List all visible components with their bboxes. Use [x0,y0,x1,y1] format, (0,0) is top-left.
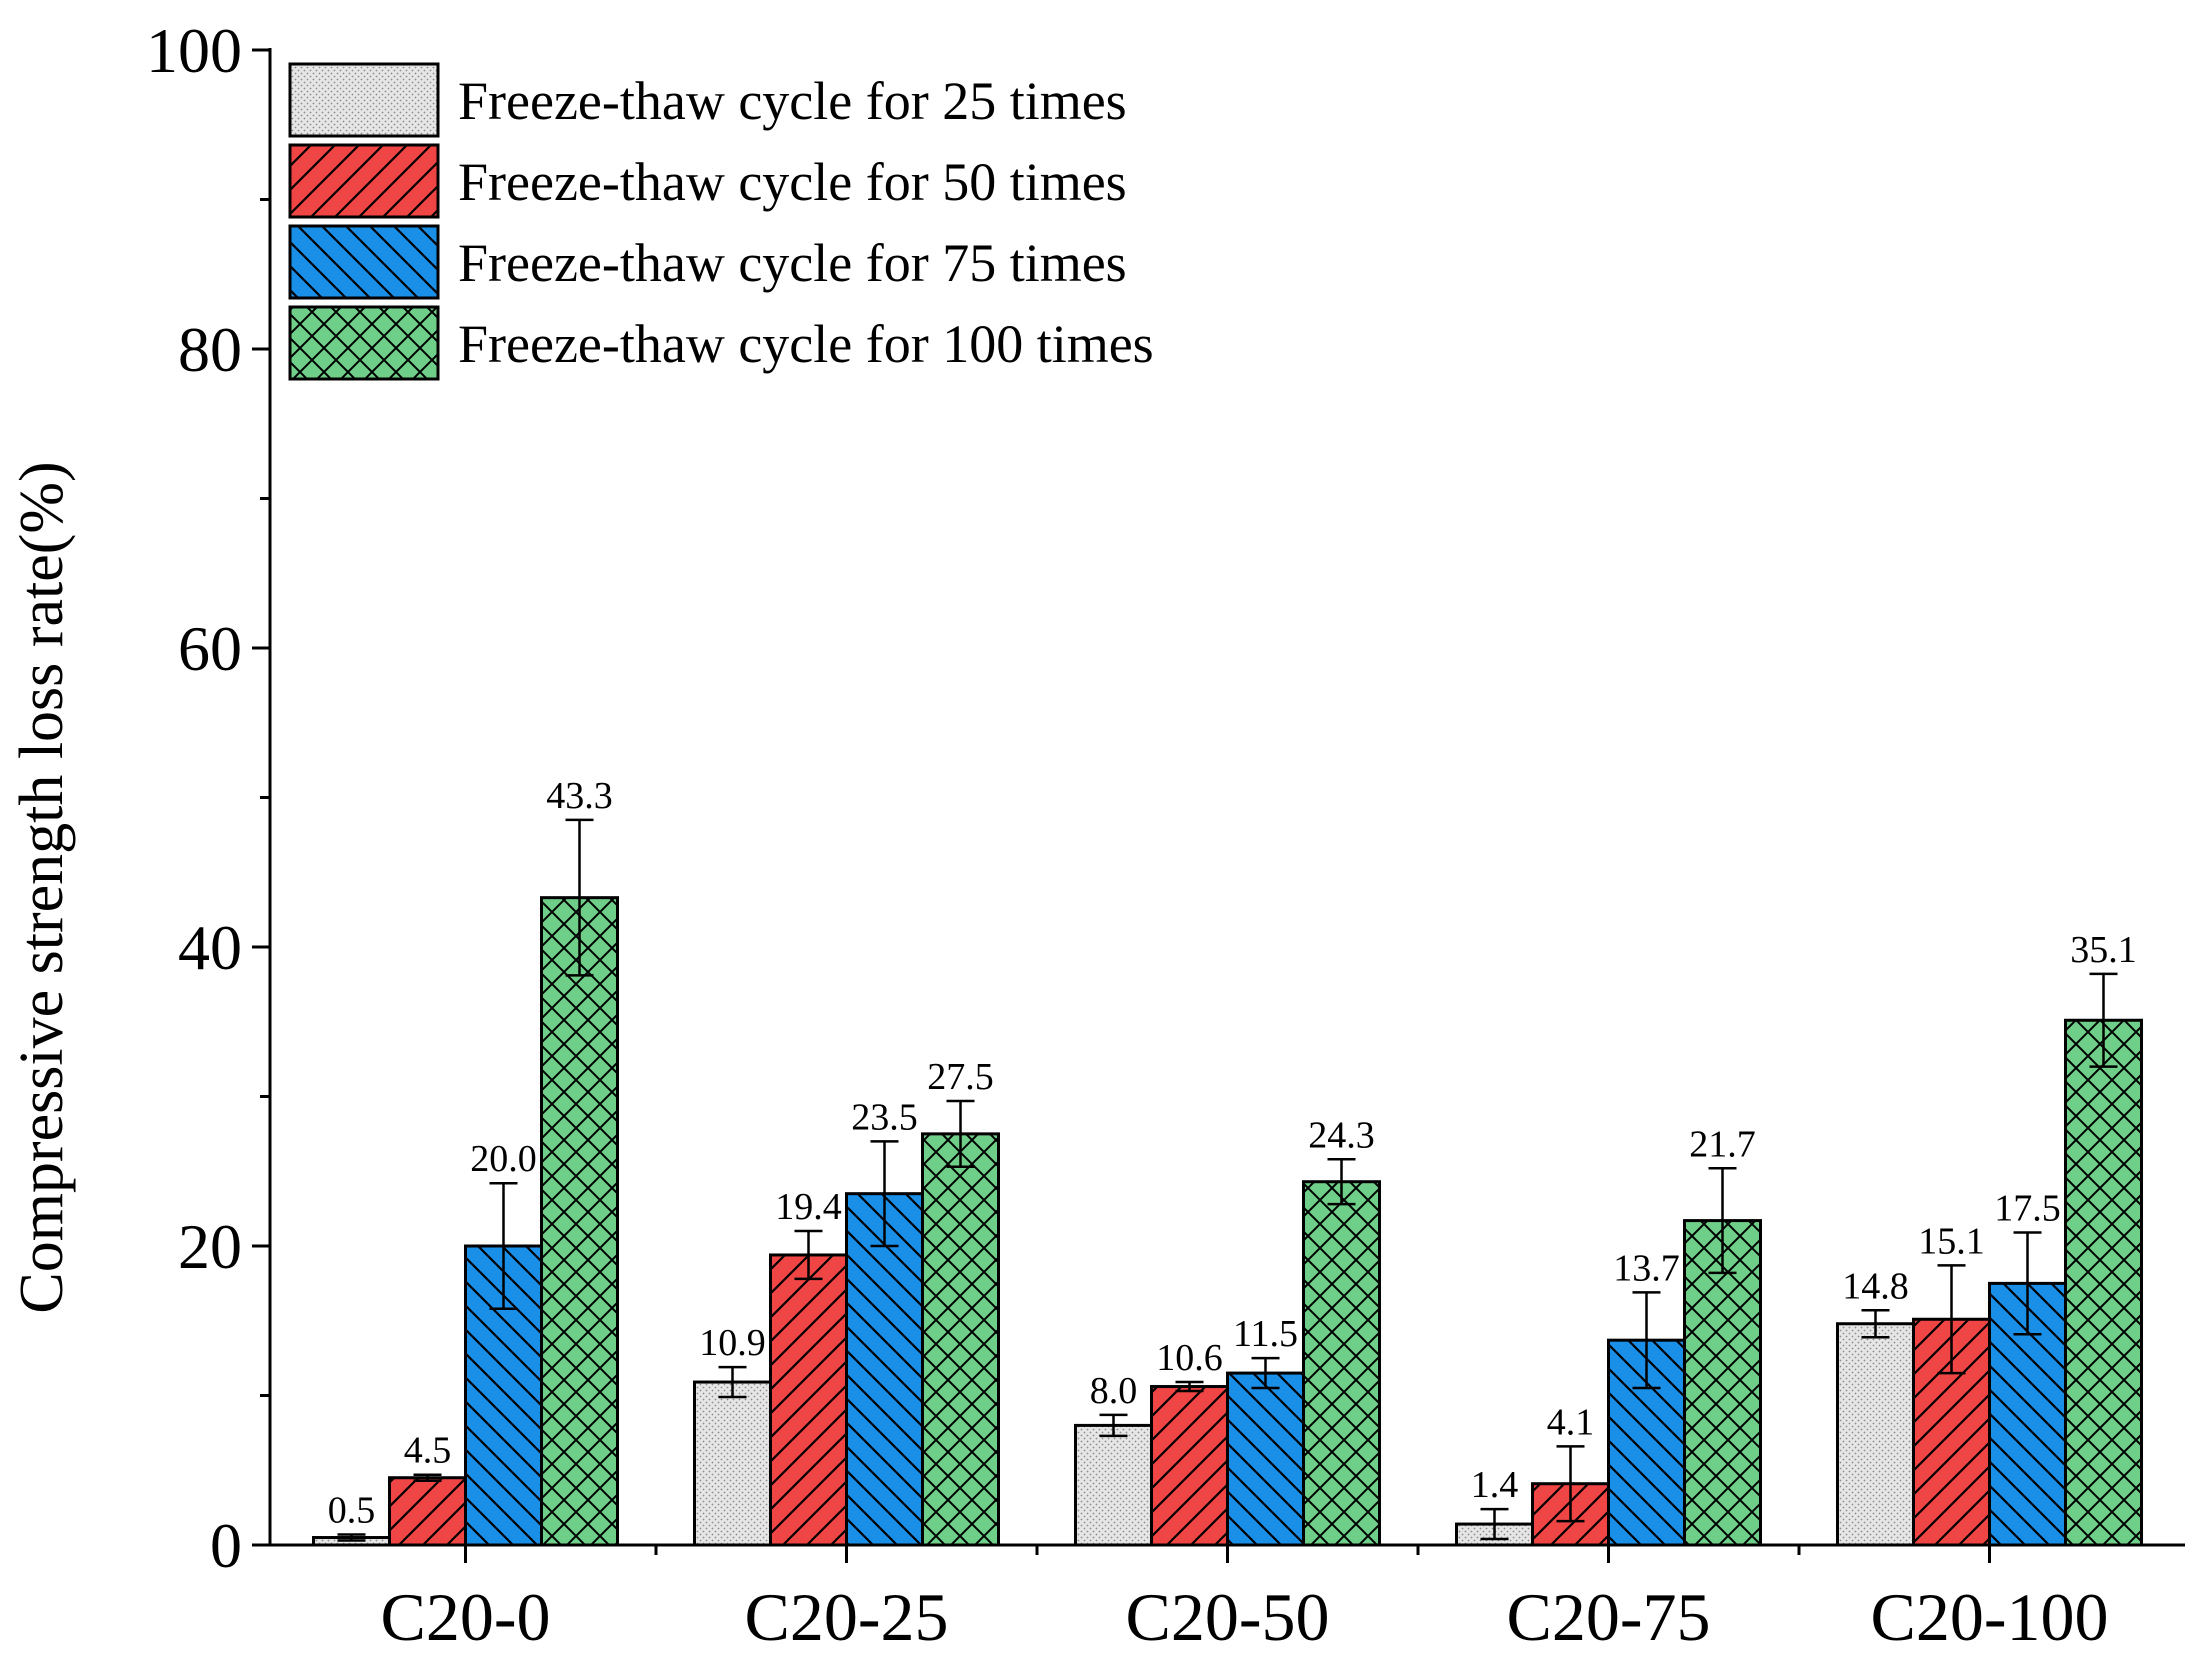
data-label: 11.5 [1233,1313,1298,1355]
legend-label: Freeze-thaw cycle for 25 times [458,71,1127,131]
bar [1074,1423,1153,1547]
data-label: 13.7 [1613,1247,1680,1289]
data-label: 8.0 [1090,1370,1138,1412]
bar [693,1380,772,1547]
legend-swatch [288,224,440,300]
bar [388,1476,467,1547]
y-tick-label: 60 [178,613,242,684]
bars: 0.5 4.5 20.0 43.3 10.9 19.4 23.527.5 8.0 10.611.… [312,775,2143,1547]
x-tick-label: C20-50 [1126,1579,1330,1655]
axes: 0 20 40 60 80 100 Compressive strength loss ra… [8,15,2185,1655]
data-label: 10.9 [699,1322,766,1364]
legend-swatch [288,305,440,381]
legend-label: Freeze-thaw cycle for 75 times [458,233,1127,293]
data-label: 43.3 [546,775,613,817]
x-tick-label: C20-0 [381,1579,551,1655]
bar [845,1192,924,1547]
bar [2064,1018,2143,1547]
data-label: 10.6 [1156,1337,1223,1379]
y-tick-label: 80 [178,314,242,385]
bar [1150,1385,1229,1547]
legend-label: Freeze-thaw cycle for 100 times [458,314,1154,374]
data-label: 19.4 [775,1186,842,1228]
y-tick-label: 100 [146,15,242,86]
data-label: 14.8 [1842,1265,1909,1307]
data-label: 24.3 [1308,1114,1375,1156]
data-label: 0.5 [328,1490,376,1532]
data-label: 15.1 [1918,1220,1985,1262]
data-label: 23.5 [851,1096,918,1138]
y-tick-label: 40 [178,912,242,983]
legend-swatch [288,143,440,219]
data-label: 4.5 [404,1430,452,1472]
bar [1226,1371,1305,1547]
bar [1302,1180,1381,1547]
data-label: 20.0 [470,1138,537,1180]
legend-swatch [288,62,440,138]
x-tick-label: C20-25 [745,1579,949,1655]
y-tick-label: 20 [178,1211,242,1282]
data-label: 35.1 [2070,929,2137,971]
y-tick-label: 0 [210,1510,242,1581]
data-label: 1.4 [1471,1464,1519,1506]
y-axis-title: Compressive strength loss rate(%) [8,461,76,1313]
data-label: 21.7 [1689,1123,1756,1165]
bar [1836,1322,1915,1547]
x-tick-label: C20-100 [1871,1579,2109,1655]
data-label: 17.5 [1994,1188,2061,1230]
legend-label: Freeze-thaw cycle for 50 times [458,152,1127,212]
x-tick-label: C20-75 [1507,1579,1711,1655]
bar [921,1132,1000,1547]
bar [1683,1219,1762,1547]
bar [540,896,619,1547]
bar [769,1253,848,1547]
data-label: 4.1 [1547,1401,1595,1443]
data-label: 27.5 [927,1056,994,1098]
legend: Freeze-thaw cycle for 25 times Freeze-tha… [288,62,1154,381]
